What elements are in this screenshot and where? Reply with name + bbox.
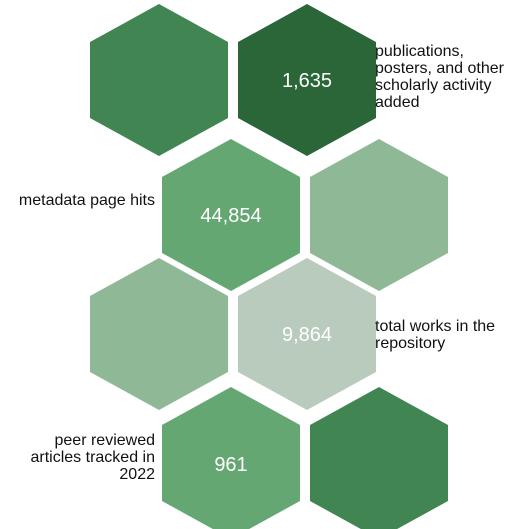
hexagon-r3-left <box>90 258 228 410</box>
stat-value-total-works: 9,864 <box>281 324 333 346</box>
caption-peer-reviewed: peer reviewed articles tracked in 2022 <box>30 432 156 483</box>
hexagon-r1-right <box>238 4 376 156</box>
hexagon-r2-right <box>310 139 448 291</box>
hexagon-r4-left <box>162 387 300 529</box>
hexagon-r4-right <box>310 387 448 529</box>
caption-metadata-hits: metadata page hits <box>18 192 155 209</box>
hexagon-r1-left <box>90 4 228 156</box>
stat-value-publications: 1,635 <box>281 70 333 92</box>
caption-publications: publications, posters, and other scholar… <box>375 43 504 111</box>
stat-value-metadata-hits: 44,854 <box>200 205 262 227</box>
hexagon-r2-left <box>162 139 300 291</box>
caption-total-works: total works in the repository <box>375 318 496 352</box>
stat-value-peer-reviewed: 961 <box>214 454 248 476</box>
hexagon-r3-right <box>238 258 376 410</box>
